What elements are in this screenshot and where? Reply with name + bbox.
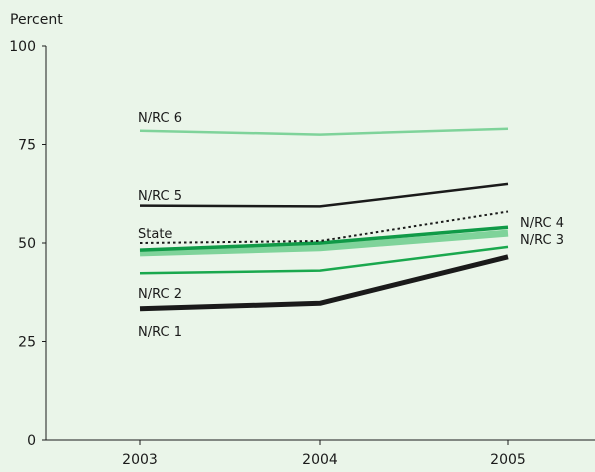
- series-line-n-rc-6: [139, 127, 509, 136]
- y-tick-label: 100: [9, 39, 36, 55]
- y-axis-title: Percent: [10, 12, 63, 28]
- series-line-n-rc-1: [139, 254, 509, 312]
- y-tick-label: 50: [18, 236, 36, 252]
- series-label-n-rc-1: N/RC 1: [138, 325, 182, 340]
- axes: 0 25 50 75 100 2003 2004 2005: [9, 39, 595, 468]
- series-label-n-rc-2: N/RC 2: [138, 287, 182, 302]
- series-line-n-rc-2: [139, 245, 509, 275]
- series-label-n-rc-4: N/RC 4: [520, 216, 564, 231]
- series-label-n-rc-6: N/RC 6: [138, 111, 182, 126]
- x-tick-label: 2005: [490, 452, 526, 468]
- series-label-state: State: [138, 227, 172, 242]
- series-label-n-rc-5: N/RC 5: [138, 189, 182, 204]
- y-tick-label: 75: [18, 138, 36, 154]
- series-line-n-rc-4: [139, 225, 509, 252]
- y-tick-label: 0: [27, 433, 36, 449]
- series-labels: N/RC 6 N/RC 5 State N/RC 4 N/RC 3 N/RC 2 N/RC …: [138, 111, 564, 340]
- series-line-n-rc-3: [139, 229, 509, 257]
- x-tick-label: 2004: [302, 452, 338, 468]
- y-tick-label: 25: [18, 335, 36, 351]
- x-tick-label: 2003: [122, 452, 158, 468]
- series-line-n-rc-5: [139, 182, 509, 208]
- series-label-n-rc-3: N/RC 3: [520, 233, 564, 248]
- series-group: [139, 127, 509, 312]
